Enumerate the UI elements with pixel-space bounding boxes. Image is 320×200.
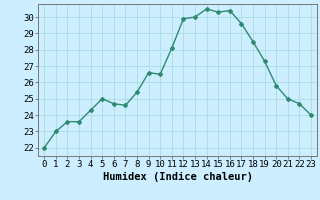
X-axis label: Humidex (Indice chaleur): Humidex (Indice chaleur) (103, 172, 252, 182)
